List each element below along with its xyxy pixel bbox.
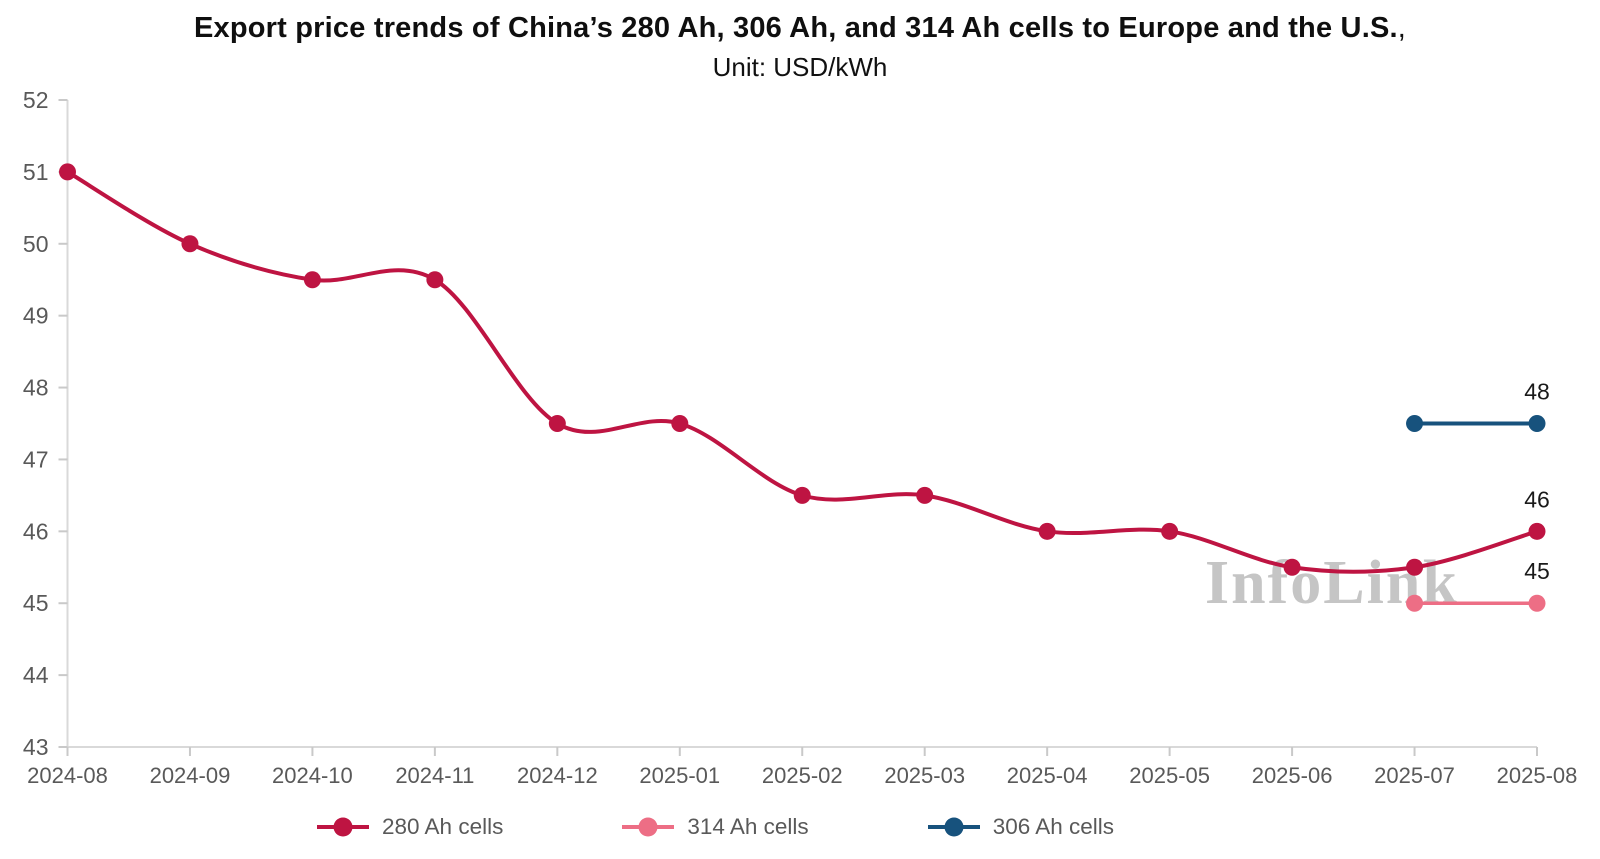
y-axis-tick-label: 44: [23, 662, 49, 688]
series-point-306-ah-cells: [1528, 415, 1546, 432]
x-axis-tick-label: 2025-02: [762, 763, 843, 788]
series-point-280-ah-cells: [671, 415, 689, 432]
x-axis-tick-label: 2025-01: [639, 763, 720, 788]
page-title-suffix: ,: [1397, 12, 1407, 44]
legend-item-label: 314 Ah cells: [687, 814, 809, 839]
x-axis-tick-label: 2024-11: [395, 763, 474, 788]
end-label-280-ah-cells: 46: [1524, 486, 1550, 512]
x-axis-tick-label: 2025-04: [1007, 763, 1088, 788]
end-label-314-ah-cells: 45: [1524, 558, 1550, 584]
y-axis-tick-label: 47: [23, 446, 49, 472]
series-point-280-ah-cells: [793, 486, 811, 504]
series-point-314-ah-cells: [1528, 594, 1546, 612]
legend-line-marker-icon: [622, 817, 675, 837]
series-point-280-ah-cells: [1038, 522, 1056, 540]
y-axis-tick-label: 52: [23, 87, 49, 113]
x-axis-tick-label: 2024-10: [272, 763, 353, 788]
series-point-280-ah-cells: [181, 235, 199, 253]
x-axis-tick-label: 2024-12: [517, 763, 598, 788]
end-label-306-ah-cells: 48: [1524, 379, 1550, 405]
page-title-main: Export price trends of China’s 280 Ah, 3…: [193, 12, 1398, 44]
x-axis-tick-label: 2025-08: [1497, 763, 1578, 788]
x-axis-tick-label: 2025-05: [1129, 763, 1210, 788]
y-axis-tick-label: 49: [23, 303, 49, 329]
x-axis-tick-label: 2025-03: [884, 763, 965, 788]
series-point-280-ah-cells: [916, 486, 934, 504]
page-title: Export price trends of China’s 280 Ah, 3…: [0, 12, 1600, 45]
y-axis-tick-label: 45: [23, 590, 49, 616]
x-axis-tick-label: 2024-09: [150, 763, 231, 788]
series-point-280-ah-cells: [548, 415, 566, 432]
legend-item: 306 Ah cells: [927, 814, 1114, 840]
y-axis-tick-label: 43: [23, 734, 49, 760]
y-axis-tick-label: 48: [23, 375, 49, 401]
series-point-280-ah-cells: [1406, 558, 1424, 576]
legend-item-label: 306 Ah cells: [992, 814, 1115, 839]
chart-header: Export price trends of China’s 280 Ah, 3…: [0, 12, 1600, 83]
series-point-280-ah-cells: [1528, 522, 1546, 540]
legend-marker-dot: [944, 817, 964, 837]
legend-item-label: 280 Ah cells: [382, 814, 504, 839]
legend-item: 314 Ah cells: [621, 814, 809, 840]
series-point-280-ah-cells: [426, 271, 444, 289]
series-point-280-ah-cells: [1161, 522, 1179, 540]
legend-line-marker-icon: [317, 817, 369, 837]
page-subtitle: Unit: USD/kWh: [712, 52, 888, 82]
legend-marker-dot: [333, 817, 353, 837]
legend: 280 Ah cells 314 Ah cells 306 Ah cells: [316, 809, 1114, 845]
y-axis-tick-label: 46: [23, 518, 49, 544]
series-point-314-ah-cells: [1406, 594, 1424, 612]
series-point-280-ah-cells: [1283, 558, 1301, 576]
series-point-306-ah-cells: [1406, 415, 1424, 432]
x-axis-tick-label: 2025-07: [1374, 763, 1455, 788]
legend-line-marker-icon: [927, 817, 980, 837]
y-axis-tick-label: 50: [23, 231, 49, 257]
x-axis-tick-label: 2024-08: [27, 763, 108, 788]
series-point-280-ah-cells: [303, 271, 321, 289]
series-line-280-ah-cells: [65, 169, 1539, 574]
y-axis-tick-label: 51: [23, 159, 49, 185]
legend-item: 280 Ah cells: [316, 814, 503, 840]
legend-marker-dot: [638, 817, 658, 837]
series-point-280-ah-cells: [59, 163, 76, 181]
x-axis-tick-label: 2025-06: [1252, 763, 1333, 788]
